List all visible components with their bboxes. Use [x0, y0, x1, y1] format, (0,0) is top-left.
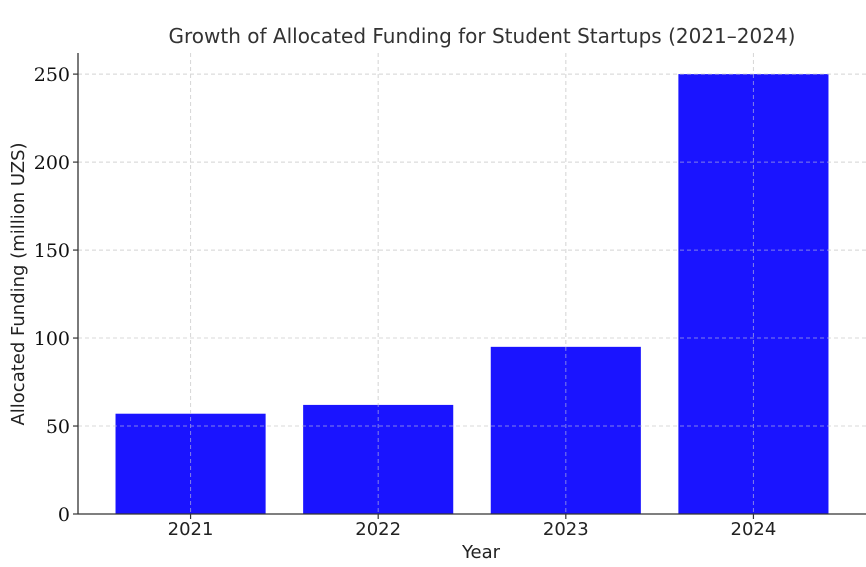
- y-tick-label: 100: [34, 328, 70, 350]
- bar: [115, 413, 266, 514]
- x-tick-label: 2021: [168, 519, 214, 540]
- y-tick-label: 150: [34, 240, 70, 262]
- bars: [115, 74, 829, 514]
- x-tick-label: 2023: [543, 519, 589, 540]
- y-axis-label: Allocated Funding (million UZS): [8, 142, 29, 425]
- y-tick-label: 200: [34, 152, 70, 174]
- ticks: 0 50 100 150 200 250 2021 2022 2023 2024: [34, 64, 777, 540]
- chart-title: Growth of Allocated Funding for Student …: [169, 24, 796, 48]
- axes: [77, 53, 866, 515]
- x-tick-label: 2022: [355, 519, 401, 540]
- grid-overlay: [78, 53, 866, 514]
- x-axis-label: Year: [461, 542, 501, 563]
- x-tick-label: 2024: [731, 519, 777, 540]
- bar: [490, 346, 641, 514]
- y-tick-label: 50: [46, 416, 70, 438]
- y-tick-label: 0: [58, 504, 70, 526]
- y-tick-label: 250: [34, 64, 70, 86]
